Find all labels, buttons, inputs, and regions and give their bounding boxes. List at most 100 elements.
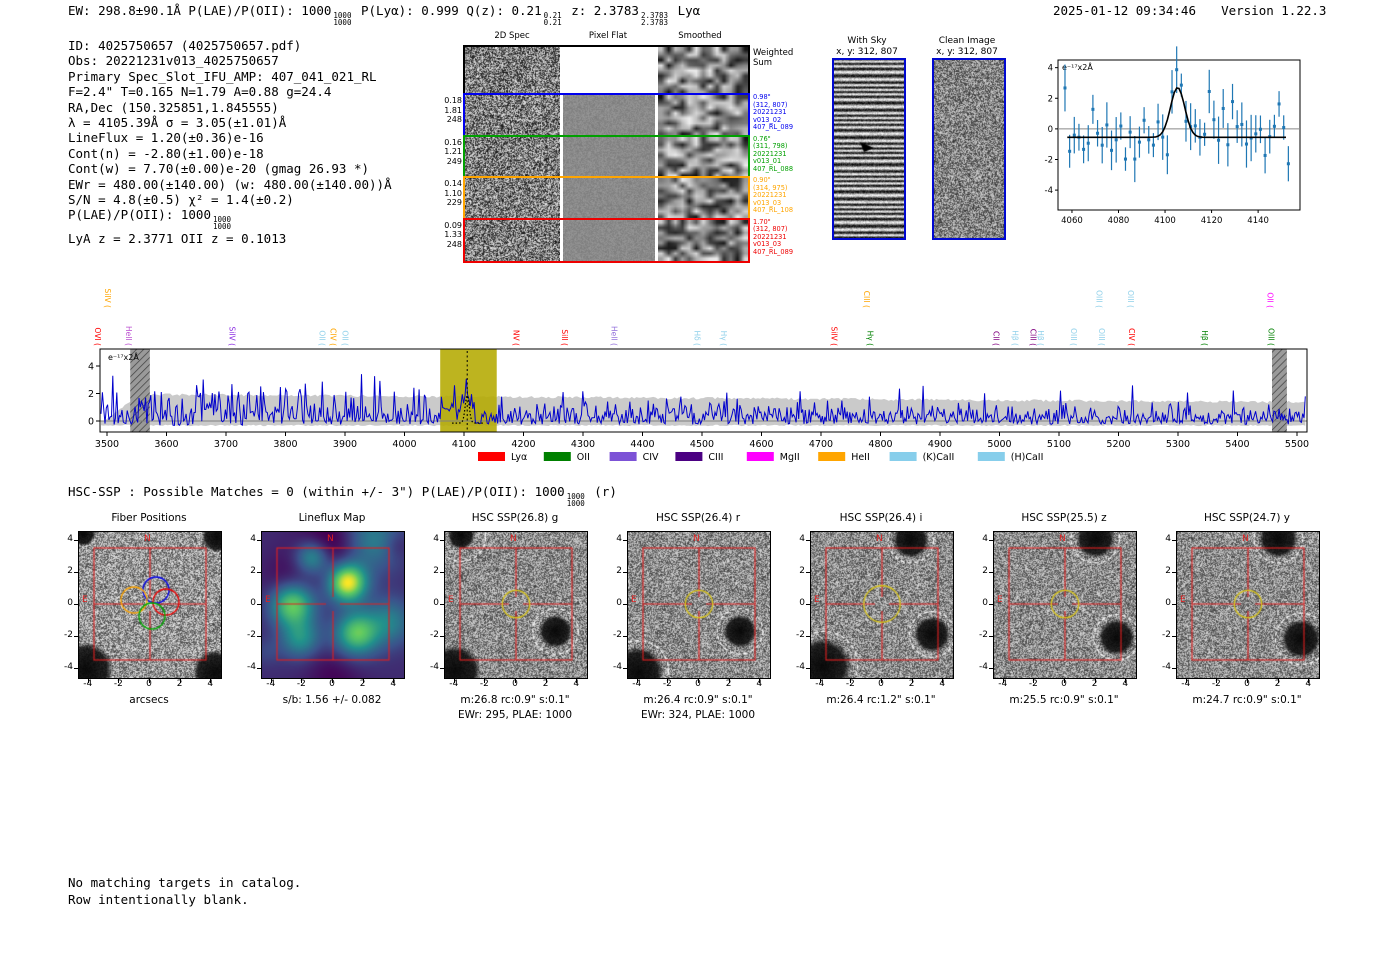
inset-data-point <box>1072 133 1076 137</box>
detection-highlight-band <box>440 349 497 432</box>
compass-e: E <box>82 595 88 605</box>
detection-info-block: ID: 4025750657 (4025750657.pdf) Obs: 2022… <box>68 38 392 246</box>
cutout-xtick-mark <box>850 679 852 683</box>
fraction-top: 1000 <box>566 492 585 501</box>
inset-data-point <box>1258 127 1262 131</box>
inset-data-point <box>1123 157 1127 161</box>
spec2d-left-label: 0.16 <box>444 137 462 147</box>
cutout-xtick-mark <box>1064 679 1065 683</box>
line-annotation: OII ( <box>1265 292 1274 308</box>
cutout-xtick-mark <box>1308 679 1310 683</box>
cutout-ytick-label: 2 <box>250 566 256 576</box>
cutout-ytick-label: 4 <box>982 534 988 544</box>
spectrum-ylabel: e⁻¹⁷x2Å <box>108 351 139 362</box>
spec2d-right-label: 407_RL_089 <box>753 123 794 132</box>
inset-data-point <box>1105 123 1109 127</box>
cutout-xtick-label: 2 <box>1274 679 1281 689</box>
summary-header: EW: 298.8±90.1Å P(LAE)/P(OII): 1000 1000 1… <box>68 3 700 27</box>
compass-e: E <box>265 595 271 605</box>
spec2d-row <box>463 176 750 221</box>
fraction: 1000 1000 <box>333 12 351 27</box>
cutout-ytick-label: -2 <box>613 630 622 640</box>
cutout-ytick-mark <box>1172 668 1176 669</box>
cutout-ytick-label: 2 <box>616 566 622 576</box>
compass-e: E <box>997 595 1003 605</box>
spec2d-right-labels: 0.90" (314, 975) 20221231 v013_03 407_RL_108 <box>753 176 793 215</box>
legend-label: OII <box>577 452 590 463</box>
inset-xtick-label: 4120 <box>1201 216 1223 226</box>
cutout-ytick-label: 2 <box>799 566 805 576</box>
cutout-ytick-mark <box>74 572 78 573</box>
with-sky-image <box>834 60 904 238</box>
spectrum-ytick-label: 4 <box>88 362 94 373</box>
inset-data-point <box>1282 126 1286 130</box>
compass-n: N <box>510 534 517 544</box>
sky-panel-title: With Sky x, y: 312, 807 <box>806 36 928 57</box>
inset-data-point <box>1086 141 1090 145</box>
inset-data-point <box>1184 119 1188 123</box>
inset-gaussian-fit <box>1067 87 1286 139</box>
info-line: F=2.4" T=0.165 N=1.79 A=0.88 g=24.4 <box>68 84 392 99</box>
inset-xtick-label: 4080 <box>1108 216 1130 226</box>
cutout-ytick-mark <box>623 572 627 573</box>
line-fit-inset-plot: 4 2 0 -2 -4 4060 4080 4100 4120 4140 e⁻¹⁷x2Å <box>1045 46 1301 226</box>
text-part: P(Lyα): 0.999 Q(z): 0.21 <box>353 3 542 18</box>
spec2d-right-label: (312, 807) <box>753 225 788 234</box>
cutout-xtick-label: -2 <box>296 679 306 689</box>
inset-plot-frame <box>1057 59 1301 211</box>
cutout-xtick-label: 2 <box>359 679 366 689</box>
cutout-caption: m:24.7 rc:0.9" s:0.1" <box>1192 694 1302 706</box>
cutout-ytick-label: 0 <box>616 598 622 608</box>
cutout-xtick-label: -2 <box>662 679 672 689</box>
spec2d-right-labels: 0.76" (311, 798) 20221231 v013_01 407_RL_088 <box>753 135 793 174</box>
inset-data-point <box>1114 138 1118 142</box>
report-meta: 2025-01-12 09:34:46 Version 1.22.3 <box>1053 3 1326 18</box>
spec2d-left-labels: 0.18 1.81 248 <box>438 96 462 125</box>
compass-e: E <box>448 595 454 605</box>
cutout-ytick-mark <box>74 668 78 669</box>
line-annotation: OIII ( <box>1097 328 1106 346</box>
inset-data-point <box>1244 142 1248 146</box>
inset-data-point <box>1254 132 1258 136</box>
cutout-xtick-label: 2 <box>1091 679 1098 689</box>
cutout-image <box>1176 531 1320 679</box>
spectrum-xtick-label: 4600 <box>749 439 773 450</box>
spec2d-left-labels: 0.14 1.10 229 <box>438 179 462 208</box>
line-annotation: HeII ( <box>610 326 619 346</box>
cutout-xtick-label: 4 <box>756 679 763 689</box>
cutout-xtick-mark <box>545 679 547 683</box>
inset-data-point <box>1231 100 1235 104</box>
cutout-xtick-label: 0 <box>1061 679 1067 689</box>
spec2d-column-title: Pixel Flat <box>588 31 628 41</box>
spec2d-right-label: (314, 975) <box>753 183 788 192</box>
cutout-image <box>627 531 771 679</box>
text-part: ID: 4025750657 (4025750657.pdf) <box>68 38 302 53</box>
spec2d-right-labels: Weighted Sum <box>753 48 793 68</box>
text-part: RA,Dec (150.325851,1.845555) <box>68 99 279 115</box>
spec2d-left-labels: 0.09 1.33 248 <box>438 221 462 250</box>
cutout-ytick-label: 2 <box>433 566 439 576</box>
fraction-top: 1000 <box>213 215 232 225</box>
cutout-title: HSC SSP(26.4) r <box>655 512 741 524</box>
fraction-top: 0.21 <box>543 11 562 20</box>
version-label: Version 1.22.3 <box>1221 3 1327 18</box>
spec2d-right-label: (312, 807) <box>753 100 788 109</box>
inset-data-point <box>1147 138 1151 142</box>
spec2d-right-label: v013_03 <box>753 240 782 249</box>
inset-data-point <box>1151 143 1155 147</box>
cutout-ytick-mark <box>257 604 261 605</box>
inset-data-point <box>1203 132 1207 136</box>
inset-ytick-label: 4 <box>1048 64 1053 74</box>
inset-data-point <box>1217 138 1221 142</box>
cutout-ytick-label: -4 <box>1162 662 1171 672</box>
spec2d-left-label: 1.33 <box>444 230 462 239</box>
spectrum-xtick-label: 5300 <box>1166 439 1190 450</box>
info-line: EWr = 480.00(±140.00) (w: 480.00(±140.00… <box>68 177 392 192</box>
cutout-ytick-mark <box>806 636 810 637</box>
cutout-xtick-label: 0 <box>329 679 335 689</box>
spec2d-right-label: Sum <box>753 57 773 68</box>
cutout-xtick-mark <box>1002 679 1004 683</box>
cutout-ytick-label: -4 <box>430 662 439 672</box>
text-part: HSC-SSP : Possible Matches = 0 (within +… <box>68 484 565 499</box>
